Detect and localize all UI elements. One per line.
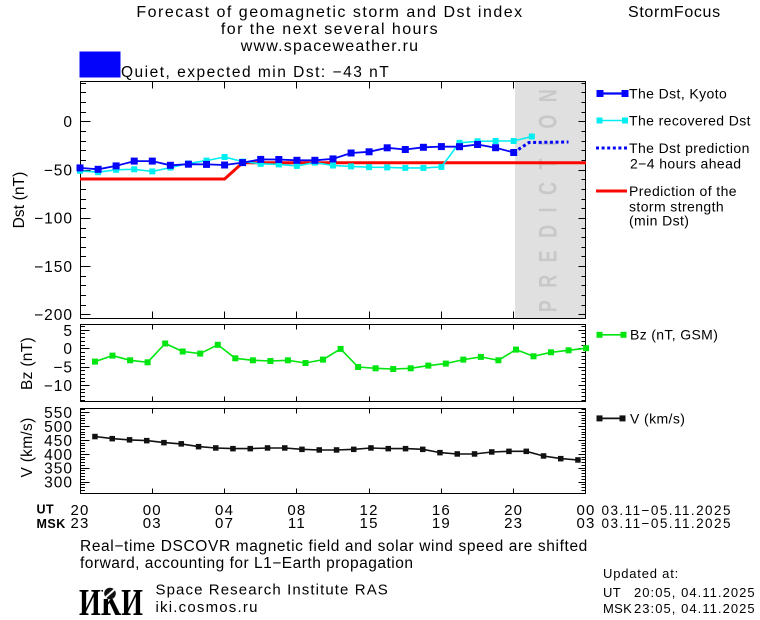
svg-text:20: 20 <box>70 502 89 519</box>
svg-text:storm strength: storm strength <box>629 199 724 215</box>
svg-text:Real−time DSCOVR magnetic fiel: Real−time DSCOVR magnetic field and sola… <box>80 538 588 555</box>
svg-text:20: 20 <box>504 502 523 519</box>
svg-text:www.spaceweather.ru: www.spaceweather.ru <box>240 38 419 55</box>
svg-text:MSK: MSK <box>603 601 632 616</box>
svg-text:The Dst, Kyoto: The Dst, Kyoto <box>629 86 727 102</box>
svg-text:300: 300 <box>44 475 73 492</box>
svg-text:iki.cosmos.ru: iki.cosmos.ru <box>156 599 259 616</box>
svg-text:−100: −100 <box>34 211 73 228</box>
svg-text:−200: −200 <box>34 307 73 324</box>
svg-text:UT: UT <box>37 503 55 517</box>
svg-text:03: 03 <box>576 515 595 532</box>
svg-text:19: 19 <box>432 515 451 532</box>
svg-text:04: 04 <box>215 502 234 519</box>
svg-text:Bz (nT): Bz (nT) <box>19 337 36 390</box>
svg-text:StormFocus: StormFocus <box>628 4 721 21</box>
svg-text:Updated at:: Updated at: <box>603 566 679 581</box>
svg-text:for the next several hours: for the next several hours <box>221 21 439 38</box>
svg-text:−10: −10 <box>44 378 73 395</box>
svg-text:15: 15 <box>360 515 379 532</box>
svg-text:450: 450 <box>44 433 73 450</box>
svg-text:5: 5 <box>63 323 73 340</box>
svg-text:forward, accounting for L1−Ear: forward, accounting for L1−Earth propaga… <box>80 555 414 572</box>
svg-text:03.11−05.11.2025: 03.11−05.11.2025 <box>602 516 732 531</box>
svg-text:0: 0 <box>63 114 73 131</box>
svg-text:The Dst prediction: The Dst prediction <box>629 140 750 156</box>
svg-text:Prediction of the: Prediction of the <box>629 183 737 199</box>
svg-text:23:05, 04.11.2025: 23:05, 04.11.2025 <box>634 601 756 616</box>
svg-text:Space Research Institute RAS: Space Research Institute RAS <box>156 582 389 599</box>
svg-text:(min Dst): (min Dst) <box>629 213 689 229</box>
svg-text:Quiet, expected min Dst: −43 n: Quiet, expected min Dst: −43 nT <box>121 64 390 81</box>
svg-text:2−4 hours ahead: 2−4 hours ahead <box>630 156 741 172</box>
svg-text:UT: UT <box>603 585 621 600</box>
svg-text:350: 350 <box>44 461 73 478</box>
svg-text:Forecast of geomagnetic storm: Forecast of geomagnetic storm and Dst in… <box>136 4 523 21</box>
svg-text:23: 23 <box>504 515 523 532</box>
svg-text:400: 400 <box>44 447 73 464</box>
svg-text:03: 03 <box>143 515 162 532</box>
svg-text:−150: −150 <box>34 259 73 276</box>
svg-text:PREDICTION: PREDICTION <box>534 77 563 312</box>
svg-text:08: 08 <box>287 502 306 519</box>
svg-text:20:05, 04.11.2025: 20:05, 04.11.2025 <box>634 585 756 600</box>
svg-text:−50: −50 <box>44 162 73 179</box>
svg-text:MSK: MSK <box>37 517 66 531</box>
svg-text:16: 16 <box>432 502 451 519</box>
svg-text:00: 00 <box>143 502 162 519</box>
svg-text:V (km/s): V (km/s) <box>19 417 36 477</box>
svg-text:−5: −5 <box>53 360 73 377</box>
svg-text:0: 0 <box>63 341 73 358</box>
svg-text:00: 00 <box>576 502 595 519</box>
svg-text:500: 500 <box>44 419 73 436</box>
svg-text:Bz (nT, GSM): Bz (nT, GSM) <box>630 327 718 343</box>
svg-text:07: 07 <box>215 515 234 532</box>
svg-text:Dst (nT): Dst (nT) <box>11 172 28 229</box>
svg-text:11: 11 <box>288 515 306 532</box>
svg-text:03.11−05.11.2025: 03.11−05.11.2025 <box>602 503 732 518</box>
svg-text:The recovered Dst: The recovered Dst <box>629 113 751 129</box>
svg-text:V (km/s): V (km/s) <box>630 411 685 427</box>
svg-text:23: 23 <box>70 515 89 532</box>
svg-text:12: 12 <box>360 502 379 519</box>
svg-text:550: 550 <box>44 405 73 422</box>
